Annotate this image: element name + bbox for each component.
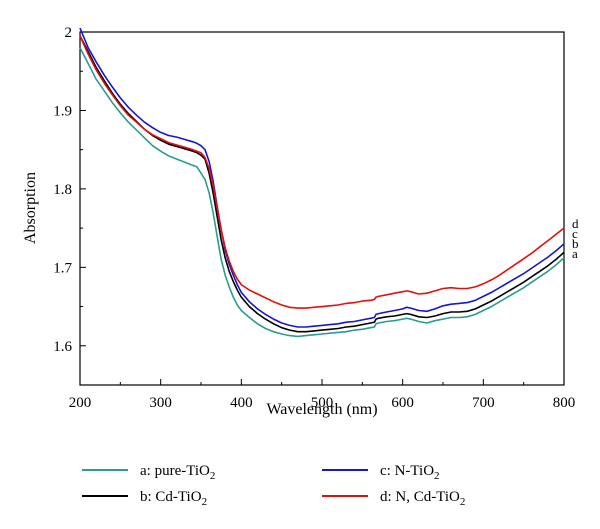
- end-label-b: b: [572, 236, 579, 251]
- plot-frame: [79, 31, 565, 386]
- y-tick-label: 1.9: [53, 103, 72, 119]
- legend-label-d: d: N, Cd-TiO2: [380, 489, 465, 508]
- series-line-b: [79, 35, 565, 333]
- y-tick-label: 2: [65, 25, 73, 41]
- series-line-c: [79, 27, 565, 328]
- x-tick-label: 700: [472, 395, 495, 411]
- x-tick-label: 400: [230, 395, 253, 411]
- x-axis-title: Wavelength (nm): [266, 401, 377, 418]
- legend-label-b: b: Cd-TiO2: [140, 489, 207, 508]
- end-label-c: c: [572, 226, 578, 241]
- legend-label-c: c: N-TiO2: [380, 463, 440, 482]
- legend-label-a: a: pure-TiO2: [140, 463, 215, 482]
- y-axis-ticks: 1.6 1.7 1.8 1.9 2: [53, 25, 86, 355]
- series-line-d: [79, 35, 565, 309]
- x-tick-label: 500: [311, 395, 334, 411]
- x-tick-label: 800: [553, 395, 576, 411]
- x-tick-label: 600: [391, 395, 414, 411]
- end-label-d: d: [572, 216, 579, 231]
- legend: a: pure-TiO2 b: Cd-TiO2 c: N-TiO2 d: N, Cd-…: [82, 463, 465, 508]
- x-tick-label: 200: [69, 395, 92, 411]
- y-axis-title: Absorption: [22, 172, 39, 244]
- end-label-a: a: [572, 246, 578, 261]
- y-tick-label: 1.8: [53, 182, 72, 198]
- x-axis-ticks: 200 300 400 500 600 700 800: [69, 379, 576, 411]
- series-line-a: [79, 47, 565, 338]
- x-tick-label: 300: [149, 395, 172, 411]
- y-tick-label: 1.6: [53, 339, 72, 355]
- series-layer: [79, 27, 565, 338]
- y-tick-label: 1.7: [53, 260, 72, 276]
